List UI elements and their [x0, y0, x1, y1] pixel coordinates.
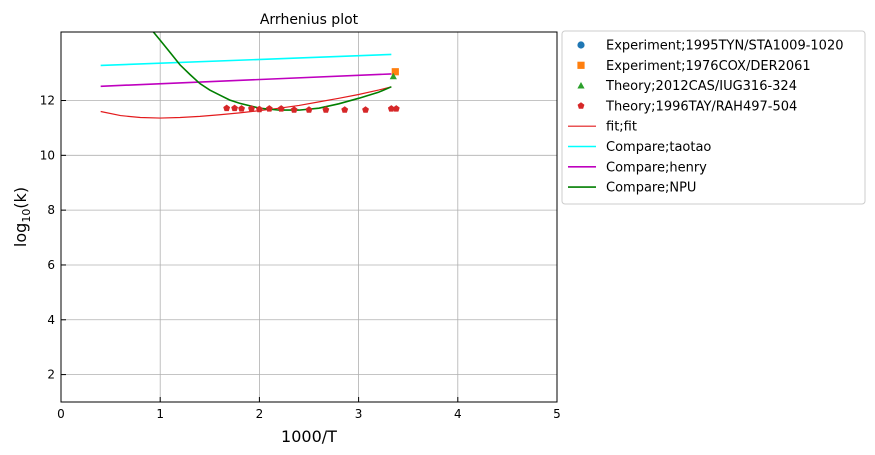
series-line [100, 53, 392, 67]
grid-lines [60, 32, 558, 402]
legend-marker-swatch [577, 82, 585, 89]
series-line [100, 73, 392, 88]
x-tick-label: 1 [156, 407, 164, 421]
data-point [391, 68, 399, 76]
plot-frame [60, 31, 558, 403]
legend-label: Compare;NPU [606, 181, 696, 196]
data-point [322, 106, 330, 113]
series-points [223, 68, 400, 113]
data-point [255, 105, 263, 113]
data-point [341, 106, 349, 113]
y-tick-label: 8 [47, 203, 55, 217]
data-point [362, 106, 369, 113]
series-line [100, 86, 392, 119]
x-tick-label: 4 [454, 407, 462, 421]
x-axis-label: 1000/T [281, 427, 337, 446]
y-axis-label: log10(k) [11, 187, 33, 247]
legend-label: Theory;1996TAY/RAH497-504 [605, 99, 797, 114]
legend-box [561, 30, 866, 205]
y-tick-label: 10 [40, 148, 55, 162]
legend-marker-swatch [577, 41, 585, 49]
data-point [248, 105, 255, 112]
y-axis-label-base: log [11, 223, 30, 247]
legend-label: Theory;2012CAS/IUG316-324 [605, 79, 797, 94]
data-point [238, 105, 245, 112]
y-axis-label-sub: 10 [20, 209, 33, 223]
chart-title: Arrhenius plot [260, 12, 359, 28]
data-point [265, 105, 273, 112]
y-axis-label-tail: (k) [11, 187, 30, 209]
data-point [392, 105, 400, 112]
y-tick-label: 6 [47, 258, 55, 272]
legend-label: Experiment;1995TYN/STA1009-1020 [606, 39, 844, 54]
x-tick-label: 0 [57, 407, 65, 421]
data-point [231, 104, 239, 112]
x-tick-label: 3 [355, 407, 363, 421]
y-tick-label: 2 [47, 368, 55, 382]
data-point [389, 72, 397, 80]
x-tick-label: 2 [256, 407, 264, 421]
data-point [290, 106, 298, 113]
series-line [152, 32, 392, 111]
legend: Experiment;1995TYN/STA1009-1020 Experimen… [561, 30, 866, 205]
legend-label: Compare;taotao [606, 140, 711, 155]
x-tick-label: 5 [553, 407, 561, 421]
series-lines [100, 32, 392, 119]
legend-label: Experiment;1976COX/DER2061 [606, 59, 811, 74]
y-tick-label: 12 [40, 94, 55, 108]
data-point [305, 106, 313, 113]
legend-label: Compare;henry [606, 160, 707, 175]
legend-marker-swatch [577, 102, 585, 109]
data-point [223, 104, 231, 112]
data-point [387, 105, 395, 112]
legend-marker-swatch [577, 61, 585, 69]
legend-label: fit;fit [606, 120, 637, 135]
data-point [277, 105, 285, 112]
y-tick-label: 4 [47, 313, 55, 327]
